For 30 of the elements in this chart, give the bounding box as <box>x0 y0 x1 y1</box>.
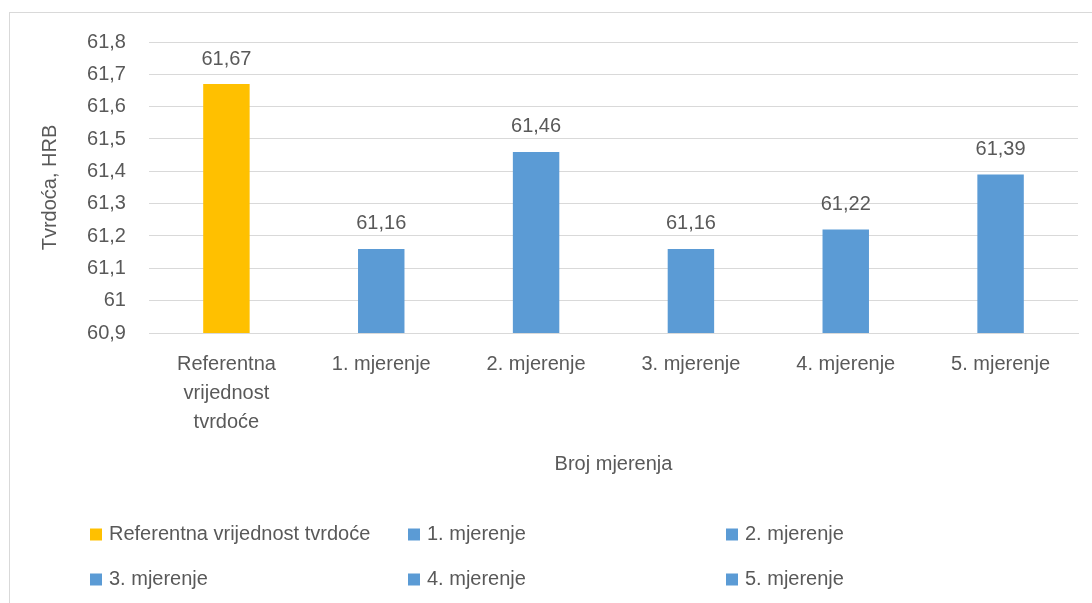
data-label: 61,67 <box>201 46 252 69</box>
legend-label: 2. mjerenje <box>745 522 844 545</box>
x-tick-label: Referentna vrijednost tvrdoće <box>176 352 277 433</box>
y-tick-label: 61,6 <box>87 94 126 117</box>
y-tick-label: 61,1 <box>87 255 126 278</box>
x-tick-label: 4. mjerenje <box>796 352 896 375</box>
legend-label: 4. mjerenje <box>427 567 526 590</box>
y-tick-label: 61,4 <box>87 158 126 181</box>
x-tick-label: 1. mjerenje <box>331 352 431 375</box>
x-tick-label: 3. mjerenje <box>641 352 741 375</box>
x-axis-title: Broj mjerenja <box>554 451 674 474</box>
y-tick-label: 61 <box>103 288 126 311</box>
data-label: 61,39 <box>975 137 1026 160</box>
data-label: 61,46 <box>511 114 562 137</box>
y-tick-label: 61,3 <box>87 191 126 214</box>
y-axis-title: Tvrdoća, HRB <box>37 124 60 251</box>
y-tick-label: 61,8 <box>87 29 126 52</box>
y-tick-label: 60,9 <box>87 320 126 343</box>
legend-label: 1. mjerenje <box>427 522 526 545</box>
data-label: 61,16 <box>665 211 716 234</box>
data-label: 61,22 <box>820 192 871 215</box>
x-tick-label: 2. mjerenje <box>486 352 586 375</box>
legend-label: Referentna vrijednost tvrdoće <box>109 522 371 545</box>
y-tick-label: 61,2 <box>87 223 126 246</box>
y-tick-label: 61,5 <box>87 126 126 149</box>
y-tick-label: 61,7 <box>87 61 126 84</box>
legend-label: 5. mjerenje <box>745 567 844 590</box>
x-tick-label: 5. mjerenje <box>951 352 1051 375</box>
legend-label: 3. mjerenje <box>109 567 208 590</box>
data-label: 61,16 <box>356 211 407 234</box>
